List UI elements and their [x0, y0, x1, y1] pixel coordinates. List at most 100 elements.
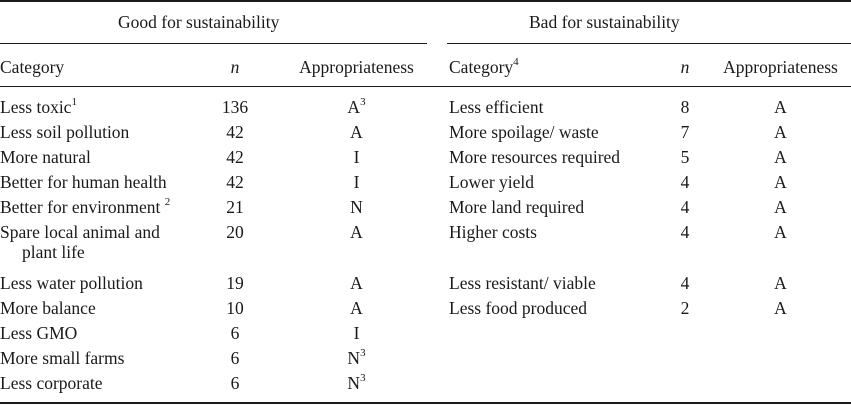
n-value: 2	[680, 298, 690, 318]
n-value: 6	[230, 348, 240, 368]
n-value: 4	[680, 222, 690, 242]
bad-n-cell: 4	[660, 222, 710, 242]
bad-appropriateness-cell: A	[710, 147, 851, 167]
bad-category-cell: Less resistant/ viable	[449, 273, 596, 293]
category-text: Better for human health	[0, 172, 167, 192]
appropriateness-value: A	[350, 222, 363, 242]
appropriateness-value: N	[347, 373, 361, 393]
n-value: 6	[230, 323, 240, 343]
bad-category-cell: More spoilage/ waste	[449, 122, 599, 142]
good-appropriateness-cell: A	[286, 122, 427, 142]
category-text: More resources required	[449, 147, 621, 167]
bad-category-footnote: 4	[513, 56, 519, 69]
bad-n-cell: 8	[660, 97, 710, 117]
n-value: 21	[226, 197, 244, 217]
bad-n-cell: 7	[660, 122, 710, 142]
bad-n-cell: 4	[660, 197, 710, 217]
appropriateness-value: A	[774, 273, 787, 293]
good-n-cell: 42	[210, 172, 260, 192]
good-category-cell: Less GMO	[0, 323, 77, 343]
category-text: More spoilage/ waste	[449, 122, 599, 142]
good-category-cell: Less water pollution	[0, 273, 143, 293]
appropriateness-value: A	[350, 122, 363, 142]
good-category-cell: Less soil pollution	[0, 122, 129, 142]
category-text: Less efficient	[449, 97, 544, 117]
category-text: Spare local animal and	[0, 222, 160, 242]
appropriateness-value: I	[353, 147, 360, 167]
appropriateness-value: N	[347, 348, 361, 368]
n-value: 42	[226, 122, 244, 142]
good-appropriateness-cell: A3	[286, 97, 427, 117]
appropriateness-value: A	[774, 222, 787, 242]
appropriateness-value: A	[774, 97, 787, 117]
bad-n-cell: 4	[660, 172, 710, 192]
good-appropriateness-cell: N3	[286, 348, 427, 368]
bad-appropriateness-cell: A	[710, 222, 851, 242]
category-text: Less soil pollution	[0, 122, 130, 142]
good-category-cell: Better for human health	[0, 172, 167, 192]
good-n-cell: 42	[210, 147, 260, 167]
good-appropriateness-cell: I	[286, 323, 427, 343]
bad-group-rule	[447, 43, 851, 44]
footnote-marker: 3	[360, 347, 366, 360]
good-group-rule	[0, 43, 427, 44]
category-text: More land required	[449, 197, 585, 217]
n-value: 10	[226, 298, 244, 318]
bad-group-header: Bad for sustainability	[529, 12, 680, 32]
n-value: 136	[221, 97, 249, 117]
good-category-cell: More small farms	[0, 348, 124, 368]
bad-appropriateness-cell: A	[710, 298, 851, 318]
good-appropriateness-cell: N3	[286, 373, 427, 393]
n-value: 4	[680, 197, 690, 217]
bad-appropriateness-cell: A	[710, 97, 851, 117]
bad-category-cell: Less food produced	[449, 298, 587, 318]
appropriateness-value: A	[350, 298, 363, 318]
footnote-marker: 3	[360, 96, 366, 109]
good-category-cell: More balance	[0, 298, 96, 318]
category-text: Less water pollution	[0, 273, 143, 293]
good-appropriateness-cell: I	[286, 172, 427, 192]
n-value: 20	[226, 222, 244, 242]
bad-appropriateness-cell: A	[710, 172, 851, 192]
bad-appropriateness-header: Appropriateness	[723, 57, 838, 77]
n-value: 4	[680, 273, 690, 293]
category-text: Less corporate	[0, 373, 103, 393]
bad-category-cell: Lower yield	[449, 172, 534, 192]
good-n-cell: 21	[210, 197, 260, 217]
category-text: Higher costs	[449, 222, 537, 242]
category-text: Lower yield	[449, 172, 535, 192]
n-value: 7	[680, 122, 690, 142]
bad-appropriateness-cell: A	[710, 273, 851, 293]
bad-category-header: Category4	[449, 57, 519, 77]
footnote-marker: 3	[360, 372, 366, 385]
bad-category-cell: Less efficient	[449, 97, 543, 117]
good-category-header: Category	[0, 57, 65, 77]
good-n-cell: 42	[210, 122, 260, 142]
n-value: 42	[226, 147, 244, 167]
header-rule	[0, 86, 851, 87]
category-text: More balance	[0, 298, 96, 318]
good-appropriateness-cell: N	[286, 197, 427, 217]
n-value: 4	[680, 172, 690, 192]
good-appropriateness-cell: A	[286, 298, 427, 318]
good-appropriateness-cell: A	[286, 222, 427, 242]
bad-category-cell: Higher costs	[449, 222, 537, 242]
good-category-cell: Less toxic1	[0, 97, 77, 117]
good-group-header: Good for sustainability	[118, 12, 280, 32]
footnote-marker: 1	[71, 96, 77, 109]
appropriateness-value: A	[774, 147, 787, 167]
bad-appropriateness-cell: A	[710, 122, 851, 142]
category-text: Less GMO	[0, 323, 78, 343]
n-value: 19	[226, 273, 244, 293]
category-text: Better for environment	[0, 197, 165, 217]
n-value: 8	[680, 97, 690, 117]
bad-n-cell: 4	[660, 273, 710, 293]
bad-category-cell: More land required	[449, 197, 584, 217]
appropriateness-value: A	[774, 122, 787, 142]
bad-n-cell: 2	[660, 298, 710, 318]
good-n-cell: 6	[210, 348, 260, 368]
good-n-cell: 6	[210, 373, 260, 393]
appropriateness-value: A	[774, 172, 787, 192]
good-n-cell: 20	[210, 222, 260, 242]
n-value: 42	[226, 172, 244, 192]
